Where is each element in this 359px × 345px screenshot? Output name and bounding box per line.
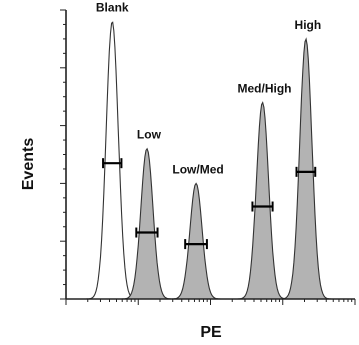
gate-markers — [102, 158, 317, 250]
peak-label-high: High — [295, 18, 322, 32]
x-axis-label: PE — [200, 324, 222, 341]
histogram-curves — [66, 21, 355, 300]
peak-label-blank: Blank — [96, 1, 129, 15]
peak-fill-low — [66, 148, 355, 299]
peak-label-med-high: Med/High — [238, 81, 292, 95]
peak-labels: Blank Low Low/Med Med/High High — [96, 1, 321, 177]
peak-label-low-med: Low/Med — [172, 162, 223, 176]
y-axis-label: Events — [20, 138, 37, 191]
axes — [60, 9, 356, 305]
peak-label-low: Low — [137, 128, 162, 142]
